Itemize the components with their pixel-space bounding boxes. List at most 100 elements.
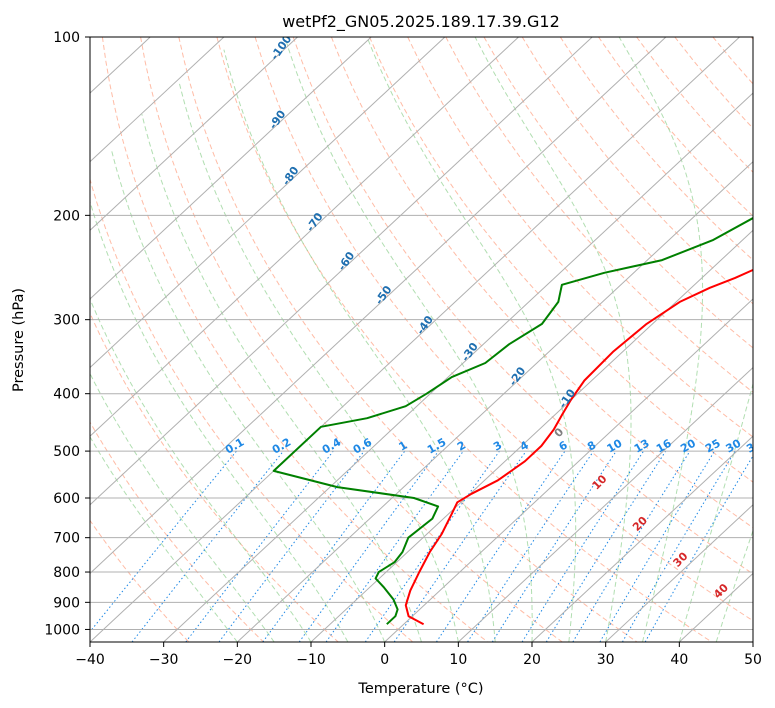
mixing-ratio-line <box>262 450 406 642</box>
y-tick-label: 800 <box>53 565 80 581</box>
dry-adiabat <box>330 37 753 529</box>
isotherm-label: -60 <box>335 249 357 273</box>
y-axis-ticks: 100 200 300 400 500 600 700 800 900 1000 <box>44 30 90 638</box>
mixing-ratio-line <box>90 450 237 633</box>
plot-area: -100-90-80-70-60-50-40-30-20-100.1 0.2 0.4… <box>0 37 764 642</box>
isotherm-label: -90 <box>266 108 288 132</box>
mixing-ratio-label: 10 <box>605 436 625 455</box>
x-tick-label: 40 <box>670 652 688 668</box>
dry-adiabat <box>445 37 753 393</box>
dry-adiabat <box>254 37 753 622</box>
mixing-ratio-line <box>325 450 464 642</box>
mixing-ratio-line <box>467 450 594 642</box>
x-tick-label: −30 <box>149 652 179 668</box>
skewed-isotherm <box>90 37 446 369</box>
mixing-ratio-line <box>621 450 736 642</box>
y-tick-label: 1000 <box>44 622 80 638</box>
skewed-isotherm <box>0 37 3 642</box>
mixing-ratio-label: 0.6 <box>351 435 375 456</box>
mixing-ratio-line <box>572 450 691 642</box>
moist-adiabat <box>90 199 349 642</box>
moist-adiabat <box>179 83 459 642</box>
mixing-ratio-label: 13 <box>632 437 652 456</box>
skewed-isotherm <box>531 435 753 642</box>
y-tick-label: 500 <box>53 444 80 460</box>
dry-adiabat <box>674 37 753 129</box>
mixing-ratio-label: 16 <box>654 436 674 455</box>
dry-adiabat <box>90 311 339 642</box>
x-tick-label: 50 <box>744 652 762 668</box>
mixing-ratio-label: 36 <box>744 436 764 455</box>
mixing-ratio-label: 0.2 <box>270 436 293 457</box>
mixing-ratio-line <box>521 450 645 642</box>
mixing-ratio-line <box>644 454 753 642</box>
skewed-isotherm <box>752 641 753 642</box>
moist-adiabat <box>110 149 386 642</box>
chart-title: wetPf2_GN05.2025.189.17.39.G12 <box>282 12 560 32</box>
plot-frame <box>89 36 754 643</box>
dry-adiabat <box>636 37 753 173</box>
x-tick-label: 20 <box>523 652 541 668</box>
y-tick-label: 200 <box>53 208 80 224</box>
moist-adiabat <box>141 114 422 642</box>
skewed-isotherm <box>310 229 753 642</box>
dry-adiabat <box>101 37 489 642</box>
mixing-ratio-line <box>218 450 365 642</box>
skewed-isotherm <box>90 37 519 437</box>
mixing-ratio-label: 20 <box>678 436 698 455</box>
moist-adiabat <box>223 49 496 642</box>
mixing-ratio-line <box>298 450 439 642</box>
x-axis-label: Temperature (°C) <box>357 681 483 697</box>
y-axis-label: Pressure (hPa) <box>11 288 27 392</box>
skewed-isotherm <box>90 37 372 300</box>
dry-adiabat <box>90 177 414 642</box>
y-tick-label: 300 <box>53 313 80 329</box>
moist-adiabat <box>474 37 632 642</box>
dry-adiabat <box>90 421 265 642</box>
skewed-isotherm <box>457 366 753 642</box>
y-tick-label: 400 <box>53 387 80 403</box>
isotherm-label: -50 <box>373 283 395 307</box>
moist-adiabat <box>284 37 533 642</box>
dry-adiabat <box>90 519 190 642</box>
dry-adiabat <box>292 37 753 575</box>
x-tick-label: −10 <box>296 652 326 668</box>
skewed-isotherm <box>90 37 298 232</box>
skewed-isotherm <box>90 37 225 163</box>
x-axis-ticks: −40 −30 −20 −10 0 10 20 30 40 50 <box>75 642 762 668</box>
moist-adiabat <box>90 297 312 642</box>
isotherm-label: -80 <box>280 164 302 188</box>
moist-adiabat <box>678 381 753 642</box>
dry-adiabat <box>521 37 753 305</box>
dry-adiabat <box>750 37 753 40</box>
isotherm-label: -20 <box>506 364 528 388</box>
x-tick-label: 30 <box>597 652 615 668</box>
moist-adiabat <box>618 37 704 642</box>
isotherm-label: -70 <box>304 210 326 234</box>
moist-adiabats <box>90 37 753 642</box>
skewed-isotherm <box>90 37 667 575</box>
mixing-ratio-label: 25 <box>703 437 723 456</box>
dry-adiabat <box>483 37 753 349</box>
y-tick-label: 600 <box>53 491 80 507</box>
mixing-ratio-label: 0.1 <box>223 436 246 457</box>
skewed-isotherm <box>90 37 740 642</box>
skewed-isotherm <box>678 572 753 642</box>
x-tick-label: −40 <box>75 652 105 668</box>
moist-adiabat <box>715 529 753 642</box>
mixing-ratio-label: 30 <box>723 436 743 455</box>
mixing-ratio-line <box>599 450 716 642</box>
y-tick-label: 900 <box>53 595 80 611</box>
dry-adiabats <box>90 37 753 642</box>
moist-adiabat <box>366 37 577 642</box>
pressure-gridlines <box>90 37 753 630</box>
mixing-ratio-label: 0.4 <box>320 435 344 456</box>
profile-series <box>272 216 753 626</box>
dry-adiabat <box>407 37 753 438</box>
skewed-isotherm <box>384 298 753 642</box>
skewed-isotherms <box>0 37 753 642</box>
dry-adiabat <box>712 37 753 85</box>
isotherm-label: -30 <box>459 340 481 364</box>
moist-adiabat <box>90 435 238 642</box>
